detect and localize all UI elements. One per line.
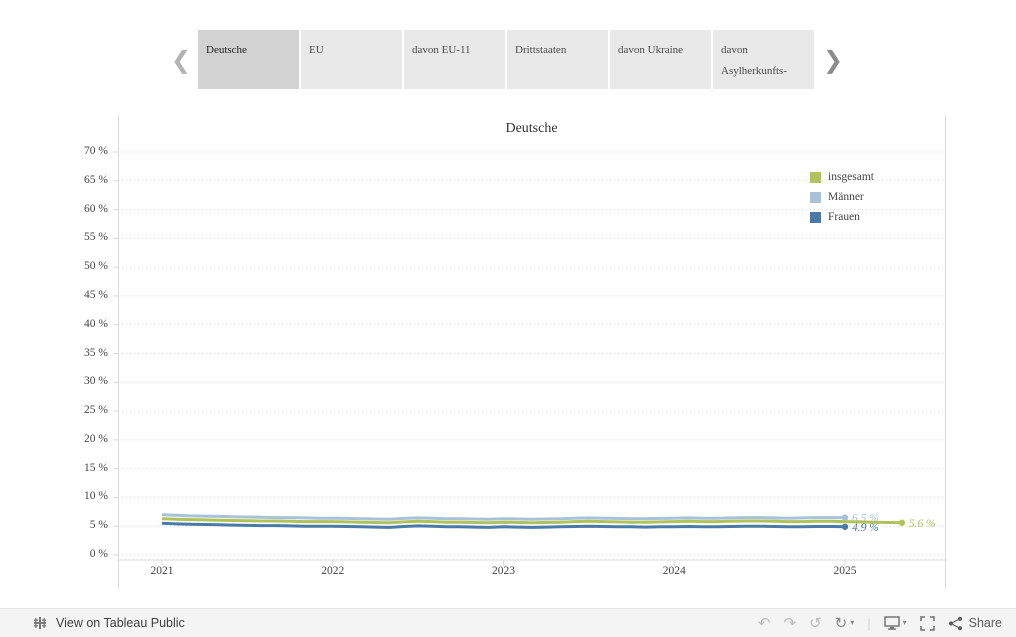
share-icon [948,616,962,630]
series-line-männer[interactable] [161,513,845,521]
y-axis-label: 25 % [84,404,108,417]
y-axis-label: 55 % [84,231,108,244]
y-axis-label: 65 % [84,173,108,186]
y-axis-label: 20 % [84,432,108,445]
y-axis-label: 40 % [84,317,108,330]
series-end-marker-männer[interactable] [841,514,849,521]
tab-davon-asylherkunfts-[interactable]: davon Asylherkunfts- [713,30,814,89]
y-axis-label: 5 % [89,519,108,532]
chevron-down-icon: ▾ [850,618,855,627]
fullscreen-icon [919,615,935,631]
x-axis-label: 2025 [833,565,857,577]
legend-label: Männer [828,191,864,203]
legend-swatch [810,171,821,183]
plot-area[interactable]: 6.5 % 5.6 % 4.9 % [113,115,945,566]
device-layout-button[interactable]: ▾ [883,616,907,630]
y-axis-labels: 0 % 5 % 10 % 15 % 20 % 25 % 30 % 35 % 40 % 45 % 50… [0,115,108,575]
chevron-down-icon: ▾ [902,618,907,627]
legend-item-insgesamt[interactable]: insgesamt [810,167,874,187]
tableau-logo-icon [33,617,47,629]
tab-davon-ukraine[interactable]: davon Ukraine [610,30,711,89]
tabs-scroll-left-icon[interactable]: ❮ [170,45,192,74]
series-end-marker-insgesamt[interactable] [898,519,906,526]
legend-item-frauen[interactable]: Frauen [810,207,874,227]
share-label: Share [968,616,1002,630]
line-chart[interactable]: 6.5 % 5.6 %4.9 % [113,115,945,566]
y-axis-label: 45 % [84,288,108,301]
plot-right-border [945,115,946,589]
tab-davon-eu-11[interactable]: davon EU-11 [404,30,505,89]
toolbar-divider: | [867,615,871,631]
refresh-button[interactable]: ↻ ▾ [834,613,855,632]
tabs-scroll-right-icon[interactable]: ❯ [822,45,844,74]
y-axis-label: 50 % [84,260,108,273]
series-end-marker-frauen[interactable] [841,523,849,530]
monitor-icon [883,616,900,630]
y-axis-label: 0 % [89,548,108,560]
legend: insgesamt Männer Frauen [810,167,874,227]
series-line-frauen[interactable] [161,521,846,529]
legend-label: insgesamt [828,171,874,183]
x-axis-label: 2024 [662,565,686,577]
tableau-toolbar: View on Tableau Public ↶ ↷ ↺ ↻ ▾ | ▾ [0,608,1016,637]
sheet-tabs: Deutsche EU davon EU-11 Drittstaaten davon U… [198,30,816,89]
tab-drittstaaten[interactable]: Drittstaaten [507,30,608,89]
series-line-insgesamt[interactable] [161,517,902,525]
undo-button[interactable]: ↶ [757,613,771,632]
y-axis-label: 70 % [84,145,108,157]
tab-deutsche[interactable]: Deutsche [198,30,299,89]
y-axis-label: 60 % [84,202,108,215]
x-axis-label: 2023 [492,565,515,577]
view-on-tableau-public-link[interactable]: View on Tableau Public [32,615,185,631]
chart-title: Deutsche [505,121,558,136]
fullscreen-button[interactable] [919,615,935,631]
y-axis-label: 30 % [84,375,108,388]
series-end-label-insgesamt: 5.6 % [909,518,936,530]
x-axis-label: 2022 [321,565,345,577]
legend-swatch [810,191,821,203]
y-axis-label: 35 % [84,346,108,359]
refresh-icon: ↻ [834,613,848,632]
y-axis-line [118,115,119,589]
legend-swatch [810,211,821,223]
share-button[interactable]: Share [948,616,1002,631]
reset-button[interactable]: ↺ [809,613,822,632]
series-end-label-frauen: 4.9 % [852,522,879,534]
legend-item-männer[interactable]: Männer [810,187,874,207]
tab-eu[interactable]: EU [301,30,402,89]
sheet-tab-bar: ❮ Deutsche EU davon EU-11 Drittstaaten davon… [168,30,846,89]
toolbar-actions: ↶ ↷ ↺ ↻ ▾ | ▾ [757,613,1002,632]
y-axis-label: 15 % [84,461,108,474]
view-on-tableau-public-label: View on Tableau Public [56,616,185,630]
legend-label: Frauen [828,211,860,223]
x-axis-label: 2021 [150,565,174,577]
x-axis-labels: 2021 2022 2023 2024 2025 [118,565,945,585]
y-axis-label: 10 % [84,490,108,503]
redo-button[interactable]: ↷ [783,613,797,632]
